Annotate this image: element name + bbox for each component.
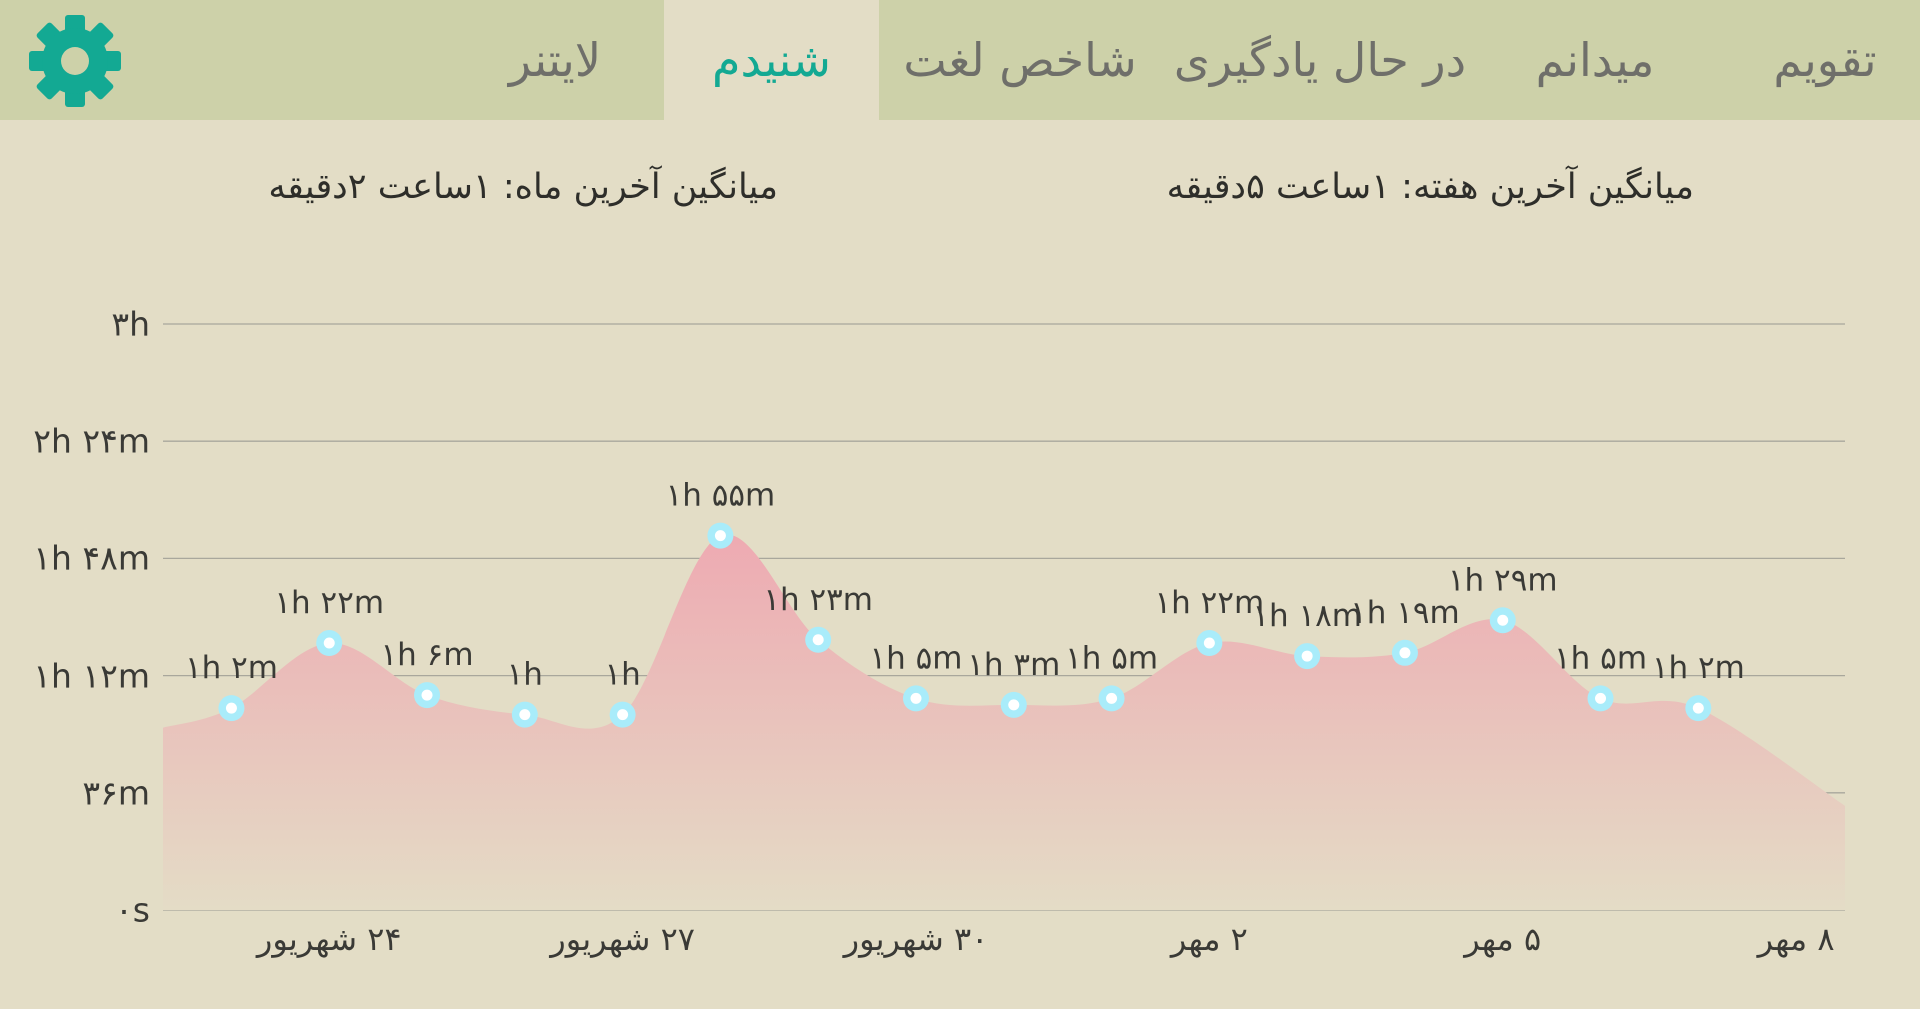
data-point-label: ۱h ۲۲m	[1155, 585, 1265, 621]
tab-lightner[interactable]: لایتنر	[508, 33, 602, 87]
y-tick-label: ۲h ۲۴m	[33, 421, 150, 461]
data-point-center	[323, 637, 335, 649]
data-point-center	[714, 530, 726, 542]
x-tick-label: ۲۷ شهریور	[550, 920, 695, 958]
data-point-center	[910, 692, 922, 704]
data-point-center	[1203, 637, 1215, 649]
x-tick-label: ۸ مهر	[1757, 920, 1835, 958]
data-point-label: ۱h ۲۳m	[763, 582, 873, 618]
x-tick-label: ۵ مهر	[1464, 920, 1542, 958]
gear-icon	[29, 15, 121, 107]
tab-known[interactable]: میدانم	[1535, 33, 1655, 87]
data-point-label: ۱h ۵m	[1554, 640, 1647, 676]
x-tick-label: ۲ مهر	[1170, 920, 1248, 958]
data-point-center	[617, 709, 629, 721]
y-tick-label: ۳h	[111, 304, 150, 344]
data-point-center	[812, 634, 824, 646]
y-tick-label: ۰s	[115, 890, 150, 930]
tab-calendar[interactable]: تقویم	[1773, 33, 1877, 87]
data-point-label: ۱h ۲m	[1652, 650, 1745, 686]
x-tick-label: ۳۰ شهریور	[843, 920, 989, 958]
data-point-label: ۱h ۲m	[185, 650, 278, 686]
weekly-average-label: میانگین آخرین هفته: ۱ساعت ۵دقیقه	[1166, 167, 1694, 207]
data-point-center	[1106, 692, 1118, 704]
monthly-average-label: میانگین آخرین ماه: ۱ساعت ۲دقیقه	[268, 167, 778, 207]
data-point-label: ۱h ۵m	[869, 640, 962, 676]
data-point-center	[225, 702, 237, 714]
y-tick-label: ۱h ۴۸m	[33, 538, 150, 578]
data-point-label: ۱h ۳m	[967, 647, 1060, 683]
settings-button[interactable]	[28, 14, 122, 108]
data-point-label: ۱h	[507, 657, 543, 693]
data-point-label: ۱h ۵۵m	[666, 478, 776, 514]
data-point-label: ۱h	[604, 657, 640, 693]
data-point-label: ۱h ۱۹m	[1350, 595, 1460, 631]
x-tick-label: ۲۴ شهریور	[256, 920, 402, 958]
data-point-center	[1692, 702, 1704, 714]
data-point-label: ۱h ۱۸m	[1252, 598, 1362, 634]
area-fill	[163, 534, 1845, 910]
data-point-center	[1595, 692, 1607, 704]
tab-learning[interactable]: در حال یادگیری	[1173, 33, 1467, 87]
y-tick-label: ۳۶m	[82, 773, 150, 813]
data-point-center	[519, 709, 531, 721]
data-point-label: ۱h ۲۲m	[274, 585, 384, 621]
data-point-label: ۱h ۶m	[381, 637, 474, 673]
data-point-center	[1399, 647, 1411, 659]
top-nav-bar: تقویم میدانم در حال یادگیری شاخص لغت شنی…	[0, 0, 1920, 120]
data-point-center	[1497, 614, 1509, 626]
data-point-label: ۱h ۵m	[1065, 640, 1158, 676]
y-tick-label: ۱h ۱۲m	[33, 656, 150, 696]
data-point-center	[1008, 699, 1020, 711]
tab-word-index[interactable]: شاخص لغت	[903, 33, 1137, 87]
data-point-center	[1301, 650, 1313, 662]
tab-listened[interactable]: شنیدم	[664, 0, 879, 120]
data-point-label: ۱h ۲۹m	[1448, 562, 1558, 598]
data-point-center	[421, 689, 433, 701]
